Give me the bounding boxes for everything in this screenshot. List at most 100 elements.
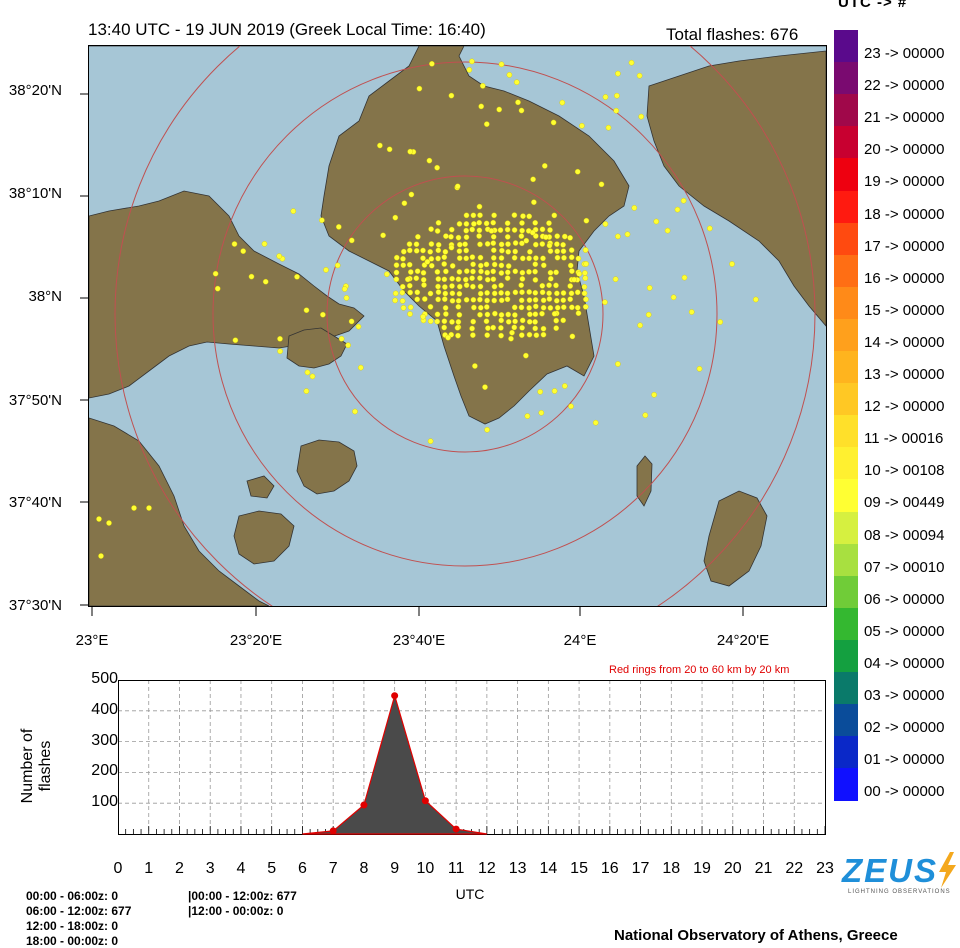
flash-dot — [561, 233, 568, 240]
flash-dot — [415, 233, 421, 240]
lat-label-38-00: 38°N — [28, 288, 62, 305]
flash-dot — [531, 199, 537, 205]
legend-label: 08 -> 00094 — [864, 526, 945, 544]
flash-dot — [491, 283, 498, 290]
stat-12-00: |12:00 - 00:00z: 0 — [188, 904, 284, 918]
flash-dot — [304, 369, 311, 376]
ring-60km — [114, 46, 816, 606]
flash-dot — [674, 206, 681, 213]
flash-dot — [504, 290, 511, 297]
lat-label-37-40: 37°40'N — [8, 494, 62, 511]
flash-dot — [519, 227, 525, 234]
flash-dot — [442, 305, 449, 311]
x-tick-label: 11 — [447, 860, 465, 877]
legend-swatch — [834, 126, 858, 159]
legend-label: 21 -> 00000 — [864, 109, 945, 127]
flash-dot — [518, 297, 525, 304]
flash-dot — [532, 325, 539, 332]
legend-label: 22 -> 00000 — [864, 77, 945, 95]
ring-note: Red rings from 20 to 60 km by 20 km — [609, 664, 790, 676]
flash-dot — [615, 233, 621, 240]
x-tick-label: 8 — [359, 860, 369, 877]
flash-histogram — [118, 680, 826, 835]
flash-dot — [435, 219, 442, 226]
flash-dot — [615, 70, 621, 77]
flash-dot — [554, 304, 561, 311]
flash-dot — [424, 258, 431, 265]
legend-swatch — [834, 607, 858, 641]
flash-dot — [131, 505, 137, 511]
flash-dot — [575, 310, 582, 317]
flash-dot — [442, 284, 448, 290]
legend-label: 18 -> 00000 — [864, 205, 945, 223]
legend-swatch — [834, 639, 858, 673]
flash-dot — [546, 296, 553, 302]
flash-dot — [290, 208, 297, 214]
flash-dot — [479, 83, 486, 89]
flash-dot — [583, 296, 589, 303]
flash-dot — [581, 290, 588, 297]
flash-dot — [341, 286, 348, 292]
salamina-island — [286, 327, 348, 369]
flash-dot — [560, 241, 566, 248]
flash-dot — [574, 304, 581, 311]
flash-dot — [426, 157, 433, 164]
flash-dot — [498, 282, 504, 289]
flash-dot — [532, 303, 539, 310]
flash-dot — [408, 191, 415, 198]
flash-dot — [518, 282, 525, 288]
flash-dot — [561, 254, 567, 261]
lightning-map — [88, 45, 827, 607]
flash-dot — [513, 79, 520, 86]
legend-swatch — [834, 286, 858, 320]
flash-dot — [523, 237, 530, 244]
flash-dot — [492, 310, 498, 317]
flash-dot — [553, 297, 560, 304]
flash-dot — [560, 304, 567, 311]
flash-dot — [476, 233, 482, 239]
flash-dot — [488, 228, 495, 234]
flash-dot — [146, 505, 152, 511]
x-tick-label: 1 — [144, 860, 154, 877]
legend-label: 13 -> 00000 — [864, 366, 945, 383]
flash-dot — [670, 294, 677, 301]
flash-dot — [393, 262, 400, 268]
flash-dot — [553, 269, 559, 276]
flash-dot — [463, 221, 470, 227]
legend-label: 19 -> 00000 — [864, 173, 945, 191]
flash-dot — [504, 234, 511, 240]
flash-dot — [504, 296, 511, 303]
x-tick-label: 0 — [113, 860, 123, 877]
flash-dot — [569, 333, 576, 340]
x-tick-label: 16 — [600, 860, 619, 877]
flash-dot — [498, 255, 505, 261]
flash-dot — [448, 244, 455, 251]
flash-dot — [427, 438, 434, 445]
flash-dot — [400, 262, 407, 268]
flash-dot — [539, 282, 546, 289]
flash-dot — [538, 409, 545, 416]
flash-dot — [526, 213, 533, 220]
flash-dot — [463, 247, 470, 254]
flash-dot — [645, 311, 652, 318]
flash-dot — [421, 282, 427, 288]
flash-dot — [400, 248, 407, 255]
flash-dot — [523, 352, 529, 359]
flash-dot — [400, 304, 407, 311]
flash-dot — [454, 183, 461, 190]
makronisos-island — [636, 455, 653, 507]
x-tick-label: 5 — [267, 860, 277, 877]
flash-dot — [541, 163, 548, 169]
flash-dot — [420, 255, 426, 261]
flash-dot — [470, 318, 477, 325]
flash-dot — [469, 58, 475, 65]
flash-dot — [320, 311, 326, 318]
stat-00-06: 00:00 - 06:00z: 0 — [26, 889, 119, 903]
flash-dot — [334, 262, 341, 269]
flash-dot — [428, 226, 434, 232]
legend-swatch — [834, 704, 858, 737]
flash-dot — [434, 228, 441, 234]
flash-dot — [613, 107, 620, 114]
flash-dot — [681, 274, 688, 281]
flash-dot — [477, 241, 483, 248]
